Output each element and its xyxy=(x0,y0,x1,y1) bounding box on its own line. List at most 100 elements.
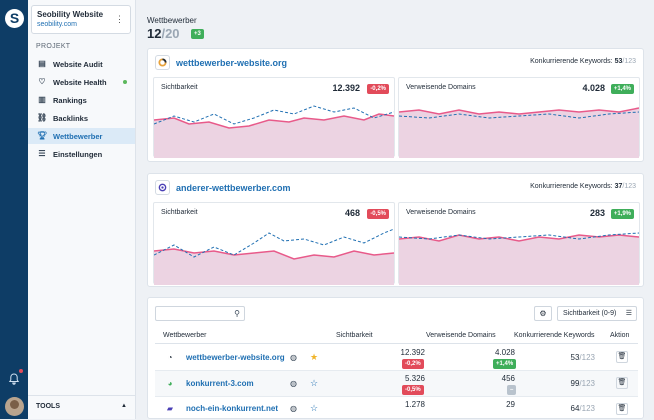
sort-icon: ☰ xyxy=(625,310,632,317)
bell-icon[interactable] xyxy=(8,373,20,385)
kw-label: Konkurrierende Keywords: xyxy=(530,58,613,65)
col-header-domains[interactable]: Verweisende Domains xyxy=(420,328,510,344)
sparkline xyxy=(399,107,639,158)
trash-icon[interactable]: 🗑︎ xyxy=(616,351,628,363)
trash-icon[interactable]: 🗑︎ xyxy=(616,377,628,389)
sidebar-item-einstellungen[interactable]: ☰ Einstellungen xyxy=(28,146,135,162)
kw-total: /123 xyxy=(579,404,595,413)
site-favicon-icon: ◕ xyxy=(167,379,173,388)
sort-dropdown[interactable]: Sichtbarkeit (0-9) ☰ xyxy=(557,306,637,321)
globe-icon[interactable]: ◍ xyxy=(290,404,297,413)
globe-icon[interactable]: ◍ xyxy=(290,353,297,362)
star-outline-icon[interactable]: ☆ xyxy=(310,378,319,388)
count-value: 12 xyxy=(147,26,162,41)
star-filled-icon[interactable]: ★ xyxy=(310,352,319,362)
user-avatar[interactable] xyxy=(5,397,24,416)
audit-icon: ▤ xyxy=(38,59,46,68)
sparkline xyxy=(154,105,394,158)
competing-keywords: Konkurrierende Keywords: 37/123 xyxy=(530,183,636,190)
keywords-value: 99/123 xyxy=(560,379,595,388)
kw-label: Konkurrierende Keywords: xyxy=(530,183,613,190)
kebab-menu-icon[interactable]: ⋮ xyxy=(115,14,124,24)
chart-value: 12.392 xyxy=(332,83,360,93)
seobility-logo[interactable]: S xyxy=(5,9,24,28)
col-header-keywords[interactable]: Konkurrierende Keywords xyxy=(510,328,600,344)
notification-dot xyxy=(19,369,23,373)
site-favicon-icon xyxy=(155,180,170,195)
sidebar-item-backlinks[interactable]: ⛓ Backlinks xyxy=(28,110,135,126)
table-row[interactable]: ◔ wettbewerber-website.org ◍ ★ 12.392 -0… xyxy=(155,345,638,371)
kw-total: /123 xyxy=(622,183,636,190)
sichtbarkeit-value: 12.392 xyxy=(400,348,425,357)
kw-value: 37 xyxy=(614,183,623,190)
row-domain-link[interactable]: konkurrent-3.com xyxy=(186,379,254,388)
sparkline xyxy=(154,228,394,285)
header-label: Verweisende Domains xyxy=(426,332,496,339)
keywords-value: 64/123 xyxy=(560,404,595,413)
health-icon: ♡ xyxy=(38,77,46,86)
kw-total: /123 xyxy=(579,379,595,388)
site-favicon-icon: ▰ xyxy=(166,404,174,413)
kw-value: 53 xyxy=(614,58,623,65)
competitor-domain-link[interactable]: anderer-wettbewerber.com xyxy=(176,182,291,193)
backlinks-icon: ⛓ xyxy=(37,113,48,122)
domains-value: 4.028 xyxy=(494,348,515,357)
site-favicon-icon xyxy=(155,55,170,70)
chevron-up-icon: ▲ xyxy=(121,403,127,409)
competitor-domain-link[interactable]: wettbewerber-website.org xyxy=(176,57,288,68)
col-header-sichtbarkeit[interactable]: Sichtbarkeit xyxy=(330,328,420,344)
chart-label: Sichtbarkeit xyxy=(161,209,198,216)
kw-total: /123 xyxy=(579,353,595,362)
change-badge: – xyxy=(507,385,517,395)
change-badge: +1,4% xyxy=(610,84,634,94)
site-favicon-icon: ◔ xyxy=(167,353,173,362)
domains-value: 456 xyxy=(501,374,515,383)
verweisende-domains-chart: Verweisende Domains 4.028 +1,4% xyxy=(398,77,640,158)
sidebar-item-label: Backlinks xyxy=(53,113,89,123)
health-status-dot xyxy=(123,80,127,84)
sidebar-item-website-audit[interactable]: ▤ Website Audit xyxy=(28,56,135,72)
change-badge: -0,5% xyxy=(402,385,424,395)
sichtbarkeit-value: 1.278 xyxy=(404,400,425,409)
sidebar-item-label: Website Audit xyxy=(53,59,103,69)
sidebar-item-wettbewerber[interactable]: 🏆︎ Wettbewerber xyxy=(28,128,135,144)
settings-icon: ☰ xyxy=(38,149,46,158)
kw-value: 53 xyxy=(570,353,580,362)
globe-icon[interactable]: ◍ xyxy=(290,379,297,388)
header-label: Konkurrierende Keywords xyxy=(514,332,595,339)
change-badge: -0,2% xyxy=(367,84,389,94)
star-outline-icon[interactable]: ☆ xyxy=(310,403,319,413)
settings-button[interactable]: ⚙ xyxy=(534,306,552,321)
table-row[interactable]: ▰ noch-ein-konkurrent.net ◍ ☆ 1.278 29 6… xyxy=(155,397,638,420)
competitor-table-card: ⚲ ⚙ Sichtbarkeit (0-9) ☰ Wettbewerber Sic… xyxy=(147,297,644,419)
section-label: PROJEKT xyxy=(36,43,71,50)
page-title: Wettbewerber xyxy=(147,16,197,25)
chart-value: 4.028 xyxy=(582,83,605,93)
competing-keywords: Konkurrierende Keywords: 53/123 xyxy=(530,58,636,65)
chart-value: 468 xyxy=(344,208,360,218)
project-domain: seobility.com xyxy=(37,21,77,28)
sichtbarkeit-chart: Sichtbarkeit 468 -0,5% xyxy=(153,202,395,285)
project-selector[interactable]: Seobility Website seobility.com ⋮ xyxy=(31,5,131,34)
sparkline xyxy=(399,232,639,285)
trash-icon[interactable]: 🗑︎ xyxy=(616,403,628,415)
kw-value: 99 xyxy=(570,379,580,388)
table-row[interactable]: ◕ konkurrent-3.com ◍ ☆ 5.326 -0,5% 456 –… xyxy=(155,371,638,397)
row-domain-link[interactable]: wettbewerber-website.org xyxy=(186,353,285,362)
chart-label: Verweisende Domains xyxy=(406,84,476,91)
sidebar-item-rankings[interactable]: ▥ Rankings xyxy=(28,92,135,108)
count-badge: +3 xyxy=(191,29,204,39)
trophy-icon: 🏆︎ xyxy=(37,131,48,140)
row-domain-link[interactable]: noch-ein-konkurrent.net xyxy=(186,404,279,413)
header-label: Aktion xyxy=(610,332,630,339)
tools-section[interactable]: TOOLS ▲ xyxy=(28,395,135,419)
sidebar-item-website-health[interactable]: ♡ Website Health xyxy=(28,74,135,90)
search-input[interactable]: ⚲ xyxy=(155,306,245,321)
col-header-wettbewerber[interactable]: Wettbewerber xyxy=(155,328,300,344)
sidebar-item-label: Rankings xyxy=(53,95,87,105)
sidebar-item-label: Website Health xyxy=(53,77,107,87)
domains-value: 29 xyxy=(506,400,515,409)
sichtbarkeit-chart: Sichtbarkeit 12.392 -0,2% xyxy=(153,77,395,158)
sort-label: Sichtbarkeit (0-9) xyxy=(563,310,617,317)
header-label: Sichtbarkeit xyxy=(336,332,373,339)
